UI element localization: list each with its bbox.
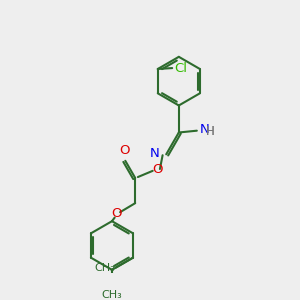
Text: O: O	[111, 208, 122, 220]
Text: Cl: Cl	[174, 61, 187, 75]
Text: O: O	[119, 144, 130, 157]
Text: CH₃: CH₃	[102, 290, 122, 300]
Text: H: H	[206, 125, 214, 138]
Text: N: N	[149, 147, 159, 160]
Text: H: H	[206, 125, 215, 138]
Text: N: N	[200, 123, 209, 136]
Text: O: O	[152, 164, 163, 176]
Text: CH₃: CH₃	[94, 263, 115, 274]
